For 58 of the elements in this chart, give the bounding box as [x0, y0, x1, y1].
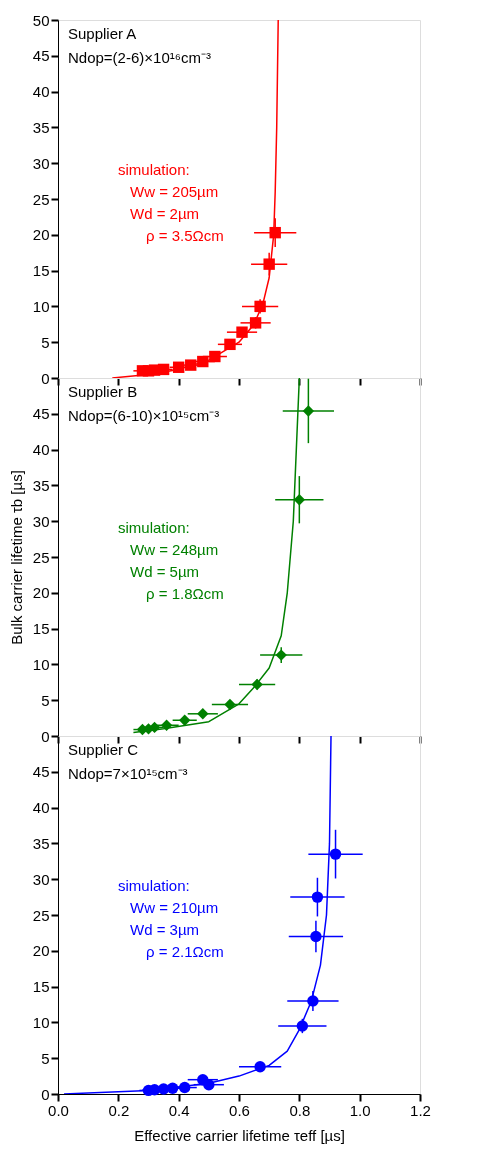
y-tick-label: 35: [32, 118, 50, 136]
annotation: Wd = 5µm: [130, 563, 200, 580]
y-tick-label: 5: [41, 691, 50, 709]
y-tick-label: 30: [32, 512, 50, 530]
x-tick-label: 1.2: [410, 1101, 431, 1119]
y-tick-label: 35: [32, 834, 50, 852]
y-tick-label: 15: [32, 978, 50, 996]
y-tick-label: 0: [41, 369, 50, 387]
x-tick-label: 0.6: [229, 1101, 250, 1119]
annotation: Ndop=(2-6)×10¹⁶cm⁻³: [68, 49, 211, 66]
annotation: simulation:: [118, 877, 190, 894]
x-tick-label: 0.8: [289, 1101, 311, 1119]
annotation: simulation:: [118, 519, 190, 536]
annotation: Wd = 2µm: [130, 205, 200, 222]
y-tick-label: 15: [32, 262, 50, 280]
annotation: Supplier B: [68, 383, 138, 400]
y-tick-label: 15: [32, 620, 50, 638]
y-tick-label: 0: [41, 727, 50, 745]
y-tick-label: 20: [32, 226, 50, 244]
y-tick-label: 25: [32, 548, 50, 566]
annotation: Ndop=(6-10)×10¹⁵cm⁻³: [68, 407, 220, 424]
annotation: ρ = 1.8Ωcm: [146, 585, 224, 602]
y-tick-label: 30: [32, 154, 50, 172]
x-tick-label: 0.2: [108, 1101, 130, 1119]
y-tick-label: 20: [32, 584, 50, 602]
annotation: Wd = 3µm: [130, 921, 200, 938]
annotation: Ww = 210µm: [130, 899, 219, 916]
annotation: ρ = 2.1Ωcm: [146, 943, 224, 960]
annotation: Ndop=7×10¹⁵cm⁻³: [68, 765, 188, 782]
y-tick-label: 45: [32, 763, 50, 781]
y-tick-label: 0: [41, 1085, 50, 1103]
y-tick-label: 45: [32, 405, 50, 423]
x-tick-label: 0.0: [48, 1101, 69, 1119]
y-tick-label: 10: [32, 655, 50, 673]
y-tick-label: 5: [41, 333, 50, 351]
annotation: ρ = 3.5Ωcm: [146, 227, 224, 244]
x-tick-label: 1.0: [349, 1101, 371, 1119]
y-tick-label: 40: [32, 441, 50, 459]
y-tick-label: 10: [32, 1013, 50, 1031]
y-tick-label: 40: [32, 83, 50, 101]
annotation: Ww = 205µm: [130, 183, 219, 200]
y-tick-label: 25: [32, 190, 50, 208]
annotation: Supplier C: [68, 741, 139, 758]
y-tick-label: 25: [32, 906, 50, 924]
y-tick-label: 40: [32, 799, 50, 817]
y-tick-label: 45: [32, 47, 50, 65]
y-tick-label: 30: [32, 870, 50, 888]
y-tick-label: 35: [32, 476, 50, 494]
y-tick-label: 50: [32, 11, 50, 29]
x-axis-title: Effective carrier lifetime τeff [µs]: [134, 1126, 345, 1144]
y-tick-label: 10: [32, 297, 50, 315]
x-tick-label: 0.4: [168, 1101, 190, 1119]
y-axis-title: Bulk carrier lifetime τb [µs]: [7, 470, 25, 645]
annotation: Ww = 248µm: [130, 541, 219, 558]
y-tick-label: 5: [41, 1049, 50, 1067]
y-tick-label: 20: [32, 942, 50, 960]
annotation: simulation:: [118, 161, 190, 178]
annotation: Supplier A: [68, 25, 137, 42]
